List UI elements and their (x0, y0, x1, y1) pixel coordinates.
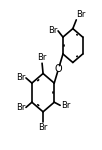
Text: Br: Br (76, 10, 86, 19)
Text: Br: Br (48, 26, 58, 35)
Text: O: O (55, 64, 62, 74)
Text: Br: Br (37, 54, 46, 63)
Text: Br: Br (38, 123, 48, 132)
Text: Br: Br (16, 74, 26, 82)
Text: Br: Br (61, 101, 70, 110)
Text: Br: Br (16, 103, 26, 112)
